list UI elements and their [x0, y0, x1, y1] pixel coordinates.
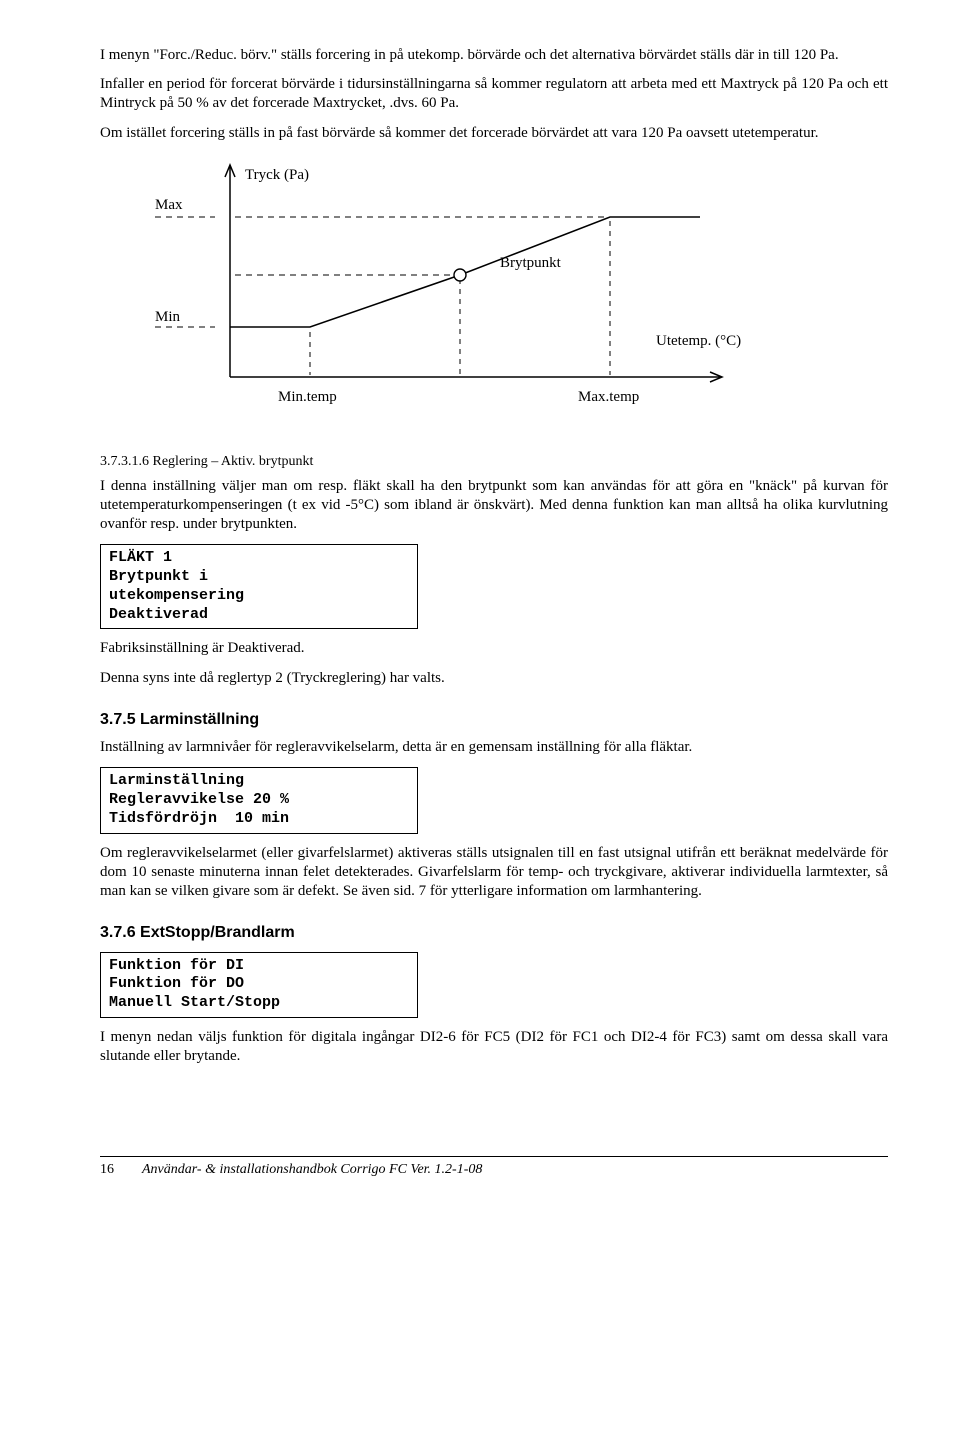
page-footer: 16 Användar- & installationshandbok Corr…: [100, 1156, 888, 1179]
page-number: 16: [100, 1161, 124, 1179]
y-axis-label: Tryck (Pa): [245, 167, 309, 183]
min-label: Min: [155, 309, 181, 325]
paragraph: I menyn nedan väljs funktion för digital…: [100, 1028, 888, 1066]
pressure-diagram: Tryck (Pa) Max Min Brytpunkt Utetemp. (°…: [100, 157, 888, 433]
max-temp-label: Max.temp: [578, 389, 639, 405]
display-box-larm: Larminställning Regleravvikelse 20 % Tid…: [100, 767, 418, 833]
footer-title: Användar- & installationshandbok Corrigo…: [142, 1161, 482, 1179]
section-heading-37316: 3.7.3.1.6 Reglering – Aktiv. brytpunkt: [100, 453, 888, 471]
paragraph: Denna syns inte då reglertyp 2 (Tryckreg…: [100, 669, 888, 688]
paragraph: Om regleravvikelselarmet (eller givarfel…: [100, 844, 888, 902]
paragraph: Infaller en period för forcerat börvärde…: [100, 75, 888, 113]
section-heading-376: 3.7.6 ExtStopp/Brandlarm: [100, 923, 888, 943]
x-axis-label: Utetemp. (°C): [656, 333, 741, 349]
paragraph: Fabriksinställning är Deaktiverad.: [100, 639, 888, 658]
display-box-brytpunkt: FLÄKT 1 Brytpunkt i utekompensering Deak…: [100, 544, 418, 629]
paragraph: I denna inställning väljer man om resp. …: [100, 477, 888, 535]
brytpunkt-label: Brytpunkt: [500, 255, 562, 271]
paragraph: Om istället forcering ställs in på fast …: [100, 124, 888, 143]
paragraph: I menyn "Forc./Reduc. börv." ställs forc…: [100, 46, 888, 65]
paragraph: Inställning av larmnivåer för regleravvi…: [100, 738, 888, 757]
max-label: Max: [155, 197, 183, 213]
min-temp-label: Min.temp: [278, 389, 337, 405]
section-heading-375: 3.7.5 Larminställning: [100, 710, 888, 730]
display-box-extstopp: Funktion för DI Funktion för DO Manuell …: [100, 952, 418, 1018]
